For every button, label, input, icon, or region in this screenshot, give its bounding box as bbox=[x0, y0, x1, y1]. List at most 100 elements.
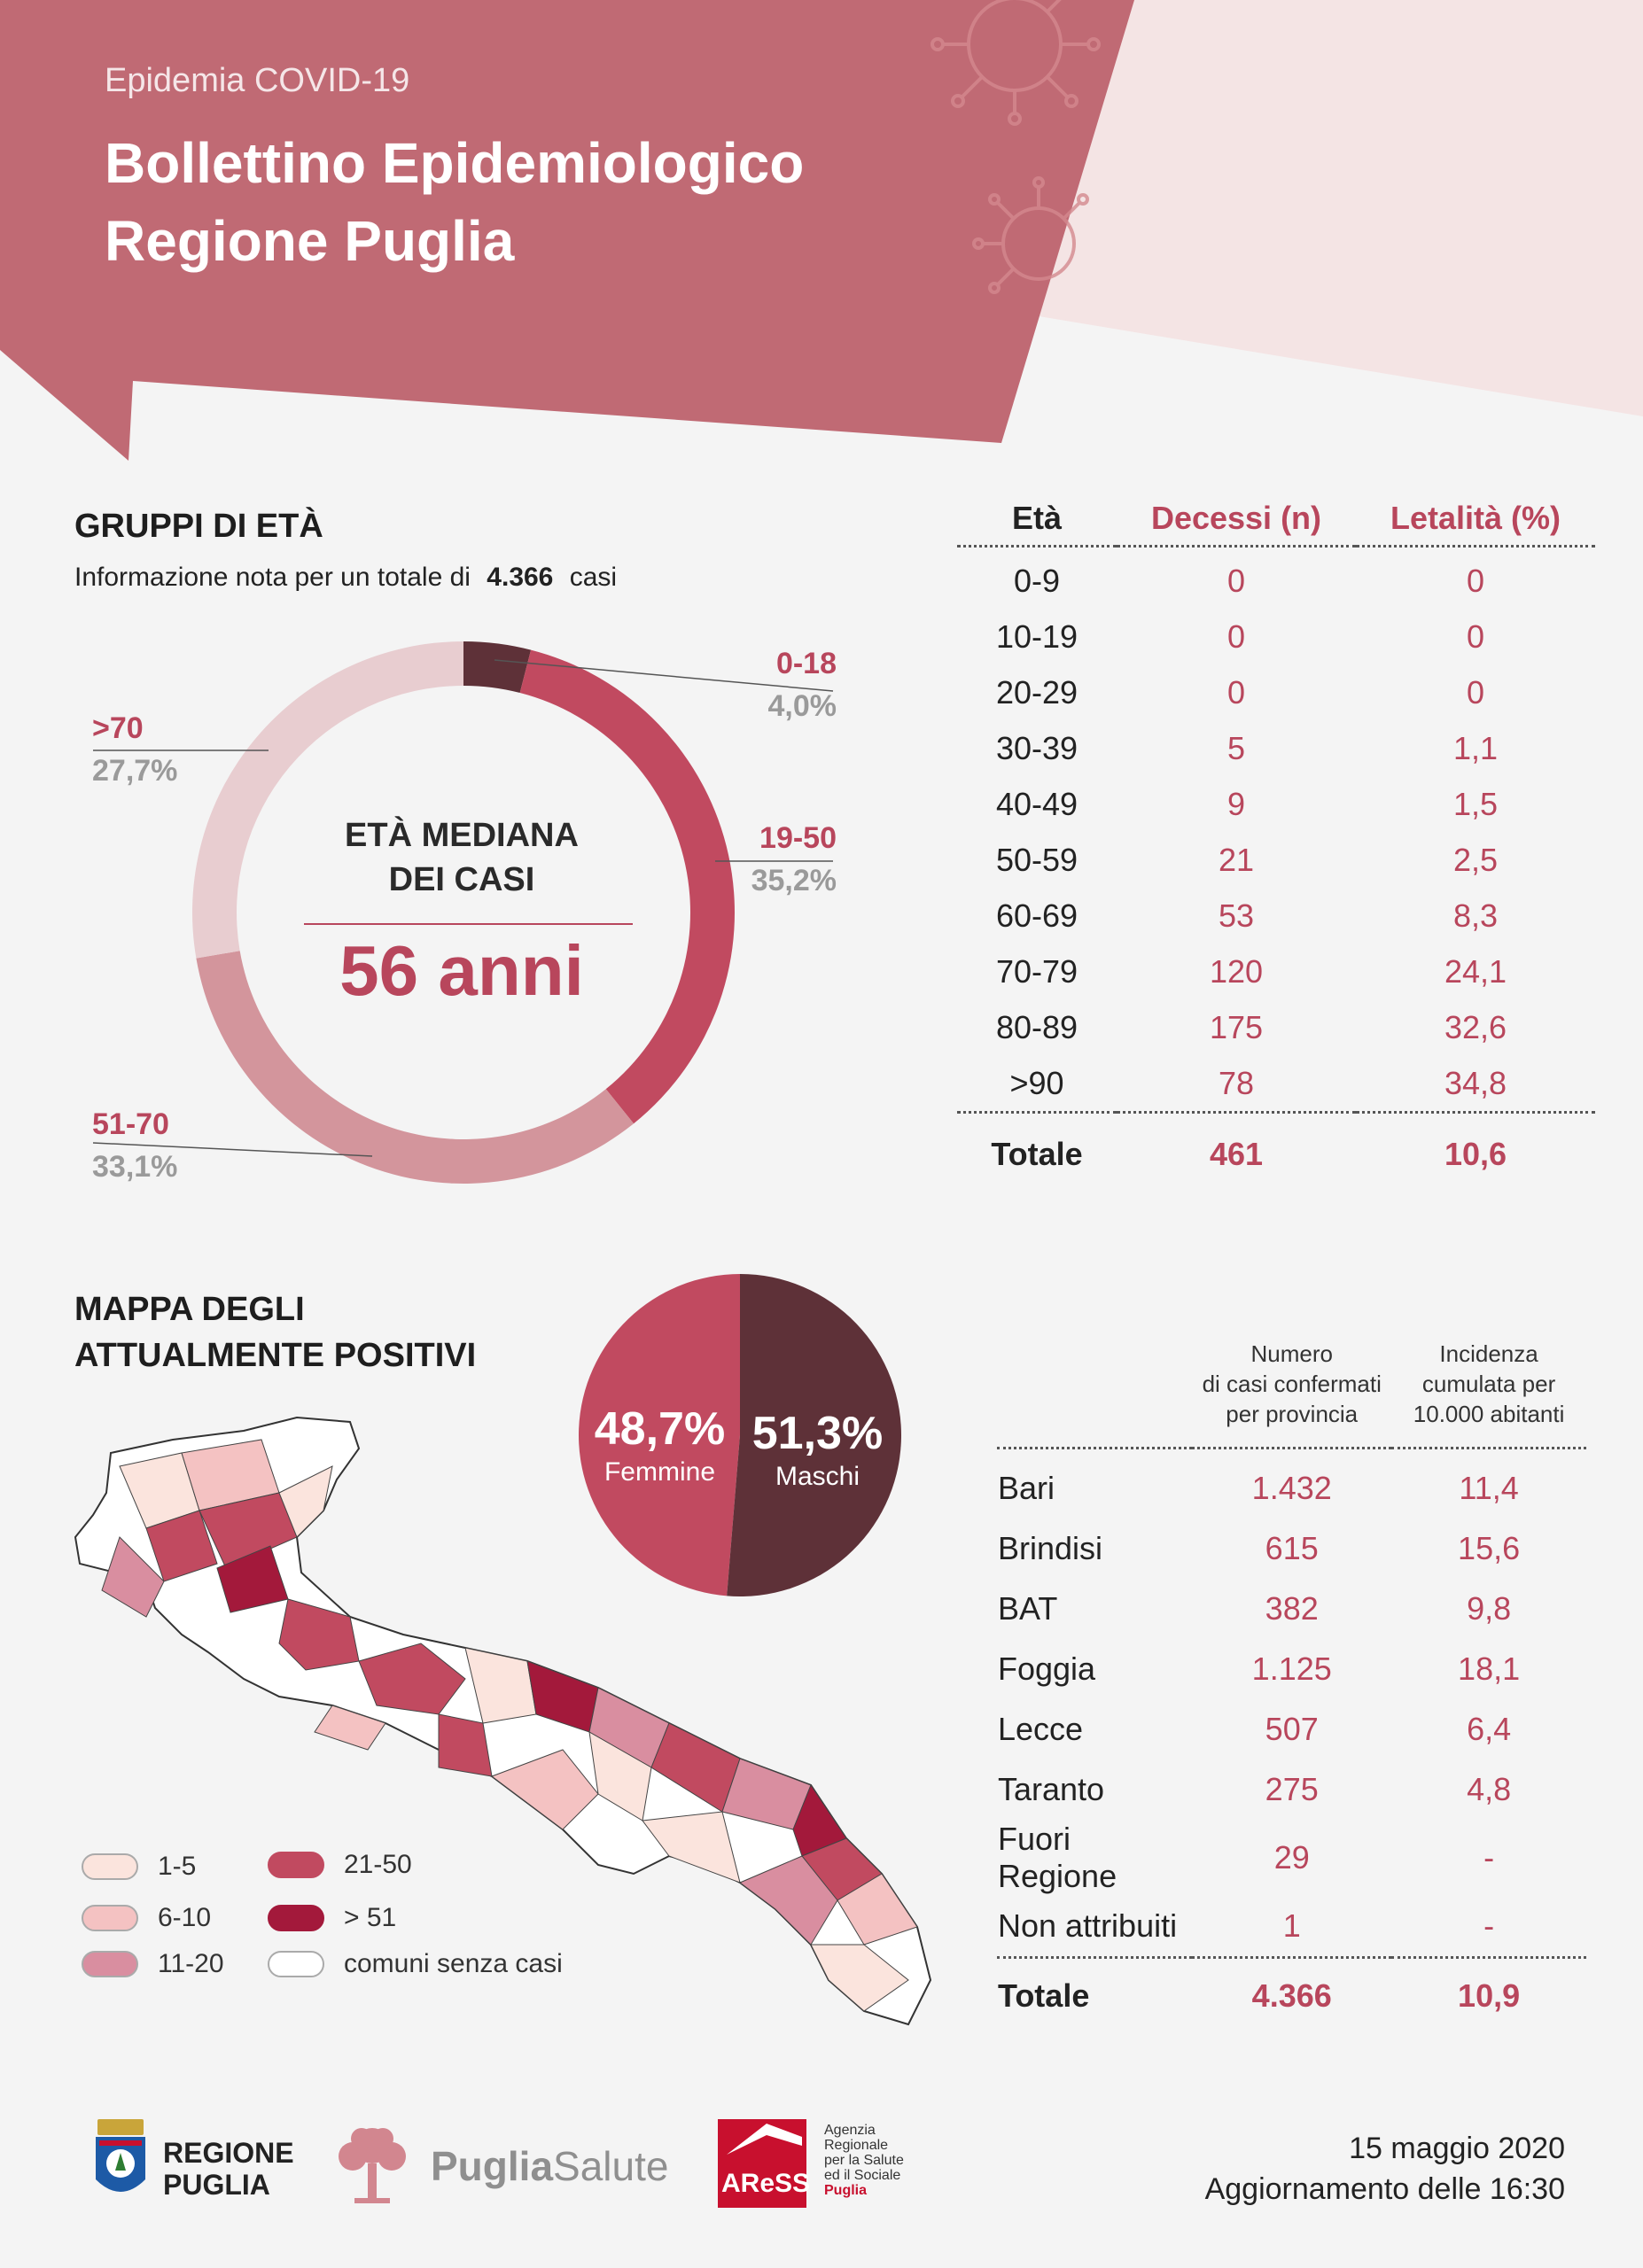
legend-swatch bbox=[82, 1905, 138, 1931]
province-name: Taranto bbox=[998, 1771, 1105, 1807]
segment-label-51-70: 51-70 33,1% bbox=[92, 1107, 178, 1184]
aress-logo-mark: AReSS bbox=[718, 2119, 810, 2208]
province-incidence: 15,6 bbox=[1458, 1530, 1521, 1566]
total-label: Totale bbox=[991, 1135, 1083, 1172]
province-cases: 1 bbox=[1282, 1907, 1301, 1944]
map-area bbox=[314, 1705, 386, 1751]
lethality-cell: 32,6 bbox=[1444, 1008, 1507, 1045]
legend-item-11-20: 11-20 bbox=[82, 1949, 224, 1979]
legend-swatch bbox=[268, 1905, 324, 1931]
province-name: Lecce bbox=[998, 1711, 1084, 1747]
age-cell: 0-9 bbox=[1013, 562, 1061, 599]
median-age-value: 56 anni bbox=[339, 931, 584, 1010]
lethality-col-header: Letalità (%) bbox=[1390, 500, 1561, 536]
province-table: Numero di casi confermati per provincia … bbox=[997, 1338, 1586, 2026]
sex-pie-slice-maschi bbox=[727, 1274, 901, 1596]
province-cases: 29 bbox=[1273, 1839, 1310, 1876]
age-section-title: GRUPPI DI ETÀ bbox=[74, 508, 323, 545]
age-cell: >90 bbox=[1009, 1064, 1064, 1101]
table-row: 20-29 0 0 bbox=[957, 664, 1595, 720]
lethality-cell: 0 bbox=[1466, 617, 1485, 655]
table-divider bbox=[957, 545, 1595, 553]
table-row: 60-69 53 8,3 bbox=[957, 888, 1595, 944]
province-incidence: 6,4 bbox=[1467, 1711, 1512, 1747]
map-area bbox=[145, 1510, 218, 1582]
table-divider bbox=[997, 1956, 1586, 1966]
leader-line-51-70 bbox=[92, 1142, 373, 1157]
segment-label-0-18: 0-18 4,0% bbox=[767, 647, 837, 723]
age-cell: 10-19 bbox=[995, 617, 1078, 655]
province-cases: 507 bbox=[1265, 1711, 1319, 1747]
table-row: Brindisi 615 15,6 bbox=[997, 1518, 1586, 1579]
puglia-map bbox=[74, 1416, 932, 2026]
deaths-col-header: Decessi (n) bbox=[1150, 500, 1322, 536]
table-row: 80-89 175 32,6 bbox=[957, 999, 1595, 1055]
map-area bbox=[101, 1536, 165, 1618]
age-mortality-table: Età Decessi (n) Letalità (%) 0-9 0 0 10-19 0… bbox=[957, 492, 1595, 1182]
lethality-cell: 8,3 bbox=[1452, 897, 1499, 934]
table-row: 40-49 9 1,5 bbox=[957, 776, 1595, 832]
province-cases: 1.125 bbox=[1251, 1651, 1332, 1687]
donut-center-caption: ETÀ MEDIANA DEI CASI bbox=[345, 817, 579, 898]
province-cases: 615 bbox=[1265, 1530, 1319, 1566]
deaths-cell: 53 bbox=[1218, 897, 1255, 934]
legend-item-51-plus: > 51 bbox=[268, 1903, 396, 1933]
age-cell: 80-89 bbox=[995, 1008, 1078, 1045]
province-name: Non attribuiti bbox=[998, 1907, 1178, 1944]
age-cell: 60-69 bbox=[995, 897, 1078, 934]
age-cell: 20-29 bbox=[995, 673, 1078, 711]
table-row: Taranto 275 4,8 bbox=[997, 1759, 1586, 1820]
table-row: Non attribuiti 1 - bbox=[997, 1896, 1586, 1958]
province-cases: 275 bbox=[1265, 1771, 1319, 1807]
table-row: BAT 382 9,8 bbox=[997, 1579, 1586, 1639]
province-incidence: 18,1 bbox=[1458, 1651, 1521, 1687]
age-info-suffix: casi bbox=[569, 563, 618, 592]
province-cases: 1.432 bbox=[1251, 1470, 1332, 1506]
footer-date-block: 15 maggio 2020 Aggiornamento delle 16:30 bbox=[1205, 2128, 1565, 2210]
table-row: 50-59 21 2,5 bbox=[957, 832, 1595, 888]
legend-swatch bbox=[268, 1951, 324, 1977]
table-row: Bari 1.432 11,4 bbox=[997, 1458, 1586, 1518]
province-incidence: 11,4 bbox=[1459, 1470, 1519, 1506]
age-cell: 50-59 bbox=[995, 841, 1078, 878]
aress-logo-text: Agenzia Regionale per la Salute ed il So… bbox=[824, 2123, 904, 2198]
map-area bbox=[810, 1944, 909, 2012]
deaths-cell: 5 bbox=[1226, 729, 1246, 766]
donut-slice->70 bbox=[191, 641, 463, 959]
lethality-cell: 24,1 bbox=[1444, 952, 1507, 990]
age-donut-chart bbox=[92, 641, 834, 1184]
province-col-header bbox=[997, 1338, 1192, 1449]
legend-swatch bbox=[82, 1853, 138, 1880]
table-row: 70-79 120 24,1 bbox=[957, 944, 1595, 999]
page-title: Bollettino Epidemiologico Regione Puglia bbox=[105, 124, 804, 280]
footer-update-time: Aggiornamento delle 16:30 bbox=[1204, 2172, 1565, 2206]
header-background bbox=[0, 0, 1643, 461]
sex-pie-slice-femmine bbox=[578, 1274, 740, 1596]
sex-pie-chart bbox=[578, 1274, 901, 1596]
incidence-col-header: Incidenza cumulata per 10.000 abitanti bbox=[1413, 1340, 1565, 1427]
province-incidence: 9,8 bbox=[1467, 1590, 1512, 1627]
male-share: 51,3% Maschi bbox=[744, 1407, 891, 1492]
table-row: Lecce 507 6,4 bbox=[997, 1699, 1586, 1759]
age-info-text: Informazione nota per un totale di 4.366… bbox=[74, 563, 617, 593]
lethality-cell: 0 bbox=[1466, 673, 1485, 711]
total-deaths: 461 bbox=[1209, 1135, 1264, 1172]
deaths-cell: 120 bbox=[1209, 952, 1264, 990]
segment-label-70: >70 27,7% bbox=[92, 711, 178, 788]
age-info-prefix: Informazione nota per un totale di bbox=[74, 563, 471, 592]
legend-item-1-5: 1-5 bbox=[82, 1852, 196, 1882]
province-incidence: - bbox=[1483, 1907, 1495, 1944]
deaths-cell: 0 bbox=[1226, 562, 1246, 599]
age-cell: 30-39 bbox=[995, 729, 1078, 766]
female-value: 48,7% bbox=[594, 1403, 726, 1455]
table-divider bbox=[997, 1447, 1586, 1458]
lethality-cell: 0 bbox=[1466, 562, 1485, 599]
tree-icon bbox=[339, 2128, 406, 2203]
province-name: Fuori Regione bbox=[998, 1821, 1117, 1894]
legend-swatch bbox=[82, 1951, 138, 1977]
map-area bbox=[278, 1465, 333, 1538]
aress-arrow-icon bbox=[727, 2124, 802, 2155]
total-incidence: 10,9 bbox=[1458, 1977, 1521, 2014]
legend-item-6-10: 6-10 bbox=[82, 1903, 211, 1933]
table-row: 0-9 0 0 bbox=[957, 553, 1595, 609]
